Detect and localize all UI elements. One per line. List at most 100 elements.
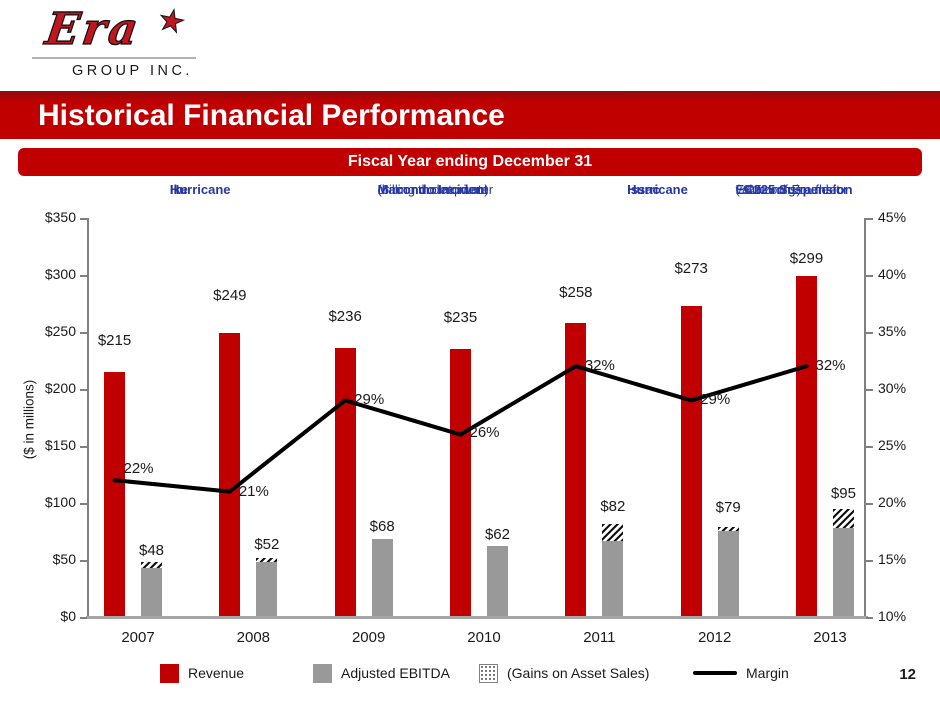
ebitda-value-label: $82: [600, 497, 626, 515]
right-axis-tick: [866, 275, 873, 277]
right-axis-tick: [866, 218, 873, 220]
x-axis-label: 2009: [351, 629, 386, 646]
legend-label-ebitda: Adjusted EBITDA: [341, 665, 450, 681]
revenue-value-label: $299: [789, 250, 824, 268]
ebitda-bar-body: [141, 567, 162, 616]
y-axis-tick: [80, 275, 87, 277]
x-axis-label: 2007: [121, 629, 155, 646]
ebitda-value-label: $48: [138, 542, 165, 560]
y-axis-tick-label: $150: [44, 437, 76, 453]
ebitda-bar: [832, 508, 854, 616]
margin-value-label: 22%: [123, 460, 154, 478]
ebitda-bar: [256, 557, 278, 616]
margin-value-label: 21%: [238, 482, 269, 500]
annotation-detail-line: value on ground for: [735, 182, 848, 197]
ebitda-value-label: $79: [715, 498, 741, 516]
ebitda-value-label: $62: [484, 526, 510, 544]
y-axis-tick-label: $300: [44, 266, 76, 282]
y-axis-tick-label: $100: [44, 494, 76, 510]
ebitda-bar-body: [371, 539, 393, 616]
annotation-title-line: Issac: [627, 182, 660, 197]
revenue-bar: [795, 276, 817, 616]
annotation-title-line: Macondo Incident: [377, 182, 488, 197]
y-axis-tick-label: $200: [44, 380, 76, 396]
y-axis-line: [87, 218, 89, 617]
y-axis-tick: [80, 560, 87, 562]
legend-item-gains: (Gains on Asset Sales): [479, 662, 649, 684]
right-axis-tick-label: 30%: [878, 380, 907, 396]
ebitda-bar: [371, 539, 393, 616]
y-axis-tick: [80, 503, 87, 505]
annotation-detail-line: (6 month deepwater: [377, 182, 494, 197]
x-axis-label: 2010: [467, 629, 501, 646]
x-axis-label: 2011: [583, 629, 616, 646]
revenue-bar: [334, 347, 356, 616]
margin-value-label: 32%: [584, 357, 615, 375]
right-axis-tick-label: 10%: [878, 608, 907, 624]
era-logo: Era ★ GROUP INC.: [32, 1, 202, 79]
annotation-title-line: Hurricane: [169, 182, 231, 197]
revenue-value-label: $258: [559, 283, 593, 301]
right-axis-line: [864, 218, 866, 617]
y-axis-tick-label: $0: [60, 608, 76, 624]
y-axis-tick-label: $350: [44, 209, 76, 225]
right-axis-tick: [866, 503, 873, 505]
legend-item-ebitda: Adjusted EBITDA: [313, 662, 450, 684]
slide-title-banner: Historical Financial Performance: [0, 91, 940, 139]
right-axis-tick-label: 35%: [878, 323, 907, 339]
right-axis-tick-label: 40%: [878, 266, 907, 282]
ebitda-swatch-icon: [313, 663, 332, 683]
revenue-swatch-icon: [160, 663, 179, 683]
ebitda-value-label: $52: [254, 535, 280, 553]
y-axis-tick: [80, 446, 87, 448]
ebitda-bar-body: [717, 531, 739, 616]
ebitda-bar-body: [486, 546, 508, 616]
margin-swatch-icon: [693, 671, 737, 675]
revenue-value-label: $215: [97, 331, 132, 349]
annotation-title-line: Hurricane: [627, 182, 688, 197]
logo-wordmark: Era: [42, 3, 145, 55]
right-axis-tick: [866, 560, 873, 562]
margin-value-label: 29%: [354, 391, 385, 409]
y-axis-tick: [80, 389, 87, 391]
star-icon: ★: [154, 1, 189, 42]
legend: Revenue Adjusted EBITDA (Gains on Asset …: [0, 662, 940, 690]
annotation-detail-line: drilling moratorium): [377, 182, 489, 197]
ebitda-value-label: $68: [369, 518, 395, 536]
fiscal-year-banner: Fiscal Year ending December 31: [18, 148, 922, 176]
revenue-value-label: $236: [328, 307, 362, 325]
margin-value-label: 32%: [815, 357, 846, 375]
annotation-detail-line: (~25% of Era fleet: [735, 182, 840, 197]
slide-title: Historical Financial Performance: [38, 99, 505, 132]
ebitda-bar: [486, 546, 508, 616]
revenue-bar: [565, 322, 587, 616]
ebitda-bar-body: [256, 562, 278, 616]
gains-on-asset-sales-cap: [602, 523, 624, 541]
ebitda-bar: [141, 562, 162, 616]
right-axis-tick: [866, 332, 873, 334]
ebitda-bar: [602, 523, 624, 616]
legend-label-gains: (Gains on Asset Sales): [507, 665, 650, 681]
right-axis-tick-label: 15%: [878, 551, 907, 567]
ebitda-bar-body: [832, 528, 854, 616]
gains-on-asset-sales-cap: [256, 557, 278, 563]
x-axis-label: 2012: [697, 629, 732, 646]
y-axis-title: ($ in millions): [21, 379, 37, 460]
y-axis-tick-label: $250: [44, 323, 76, 339]
annotation-detail-line: ~9 months): [735, 182, 801, 197]
right-axis-tick-label: 45%: [878, 209, 907, 225]
revenue-value-label: $235: [443, 309, 478, 327]
fiscal-year-label: Fiscal Year ending December 31: [347, 153, 593, 170]
y-axis-tick: [80, 218, 87, 220]
gains-on-asset-sales-cap: [717, 526, 739, 532]
right-axis-tick-label: 20%: [878, 494, 907, 510]
legend-label-margin: Margin: [746, 665, 789, 681]
right-axis-tick-label: 25%: [878, 437, 907, 453]
legend-item-margin: Margin: [693, 662, 789, 684]
legend-label-revenue: Revenue: [188, 665, 245, 681]
right-axis-tick: [866, 617, 873, 619]
legend-item-revenue: Revenue: [160, 662, 244, 684]
y-axis-tick-label: $50: [52, 551, 76, 567]
margin-value-label: 26%: [469, 423, 500, 441]
